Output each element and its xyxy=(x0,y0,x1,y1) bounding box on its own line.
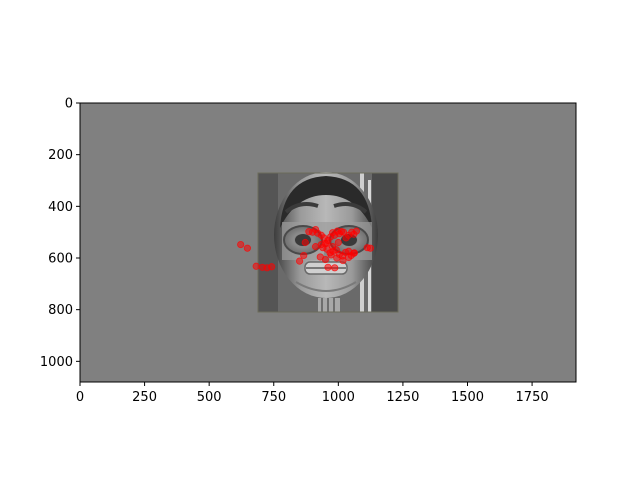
data-point xyxy=(339,256,347,265)
y-tick-label: 400 xyxy=(48,200,73,215)
data-point xyxy=(350,249,358,257)
data-point xyxy=(327,251,335,259)
data-point xyxy=(237,240,245,249)
x-axis: 0 250 500 750 1000 1250 1500 1750 xyxy=(76,382,549,405)
data-point xyxy=(295,257,304,265)
data-point xyxy=(252,262,260,270)
data-point xyxy=(321,255,330,264)
x-tick-label: 1750 xyxy=(516,390,549,405)
plot-frame xyxy=(79,102,577,383)
fixation-points xyxy=(237,225,374,272)
y-tick-label: 200 xyxy=(48,148,73,163)
y-tick-label: 1000 xyxy=(40,355,73,370)
data-point xyxy=(301,238,309,247)
data-point xyxy=(324,263,332,271)
x-tick-label: 500 xyxy=(197,390,222,405)
y-tick-label: 0 xyxy=(65,97,73,112)
data-point xyxy=(366,244,374,252)
x-tick-label: 0 xyxy=(76,390,84,405)
y-axis: 0 200 400 600 800 1000 xyxy=(40,97,80,370)
y-tick-label: 600 xyxy=(48,252,73,267)
data-point xyxy=(268,263,276,271)
x-tick-label: 1500 xyxy=(451,390,484,405)
data-point xyxy=(345,253,353,262)
data-point xyxy=(352,227,361,235)
x-tick-label: 250 xyxy=(132,390,157,405)
data-point xyxy=(334,238,342,247)
x-tick-label: 750 xyxy=(261,390,286,405)
data-point xyxy=(333,254,341,262)
y-tick-label: 800 xyxy=(48,303,73,318)
x-tick-label: 1250 xyxy=(386,390,419,405)
data-point xyxy=(329,243,337,251)
data-point xyxy=(331,264,339,272)
data-point xyxy=(323,239,331,247)
data-point xyxy=(300,251,308,260)
data-point xyxy=(243,244,251,252)
x-tick-label: 1000 xyxy=(322,390,355,405)
